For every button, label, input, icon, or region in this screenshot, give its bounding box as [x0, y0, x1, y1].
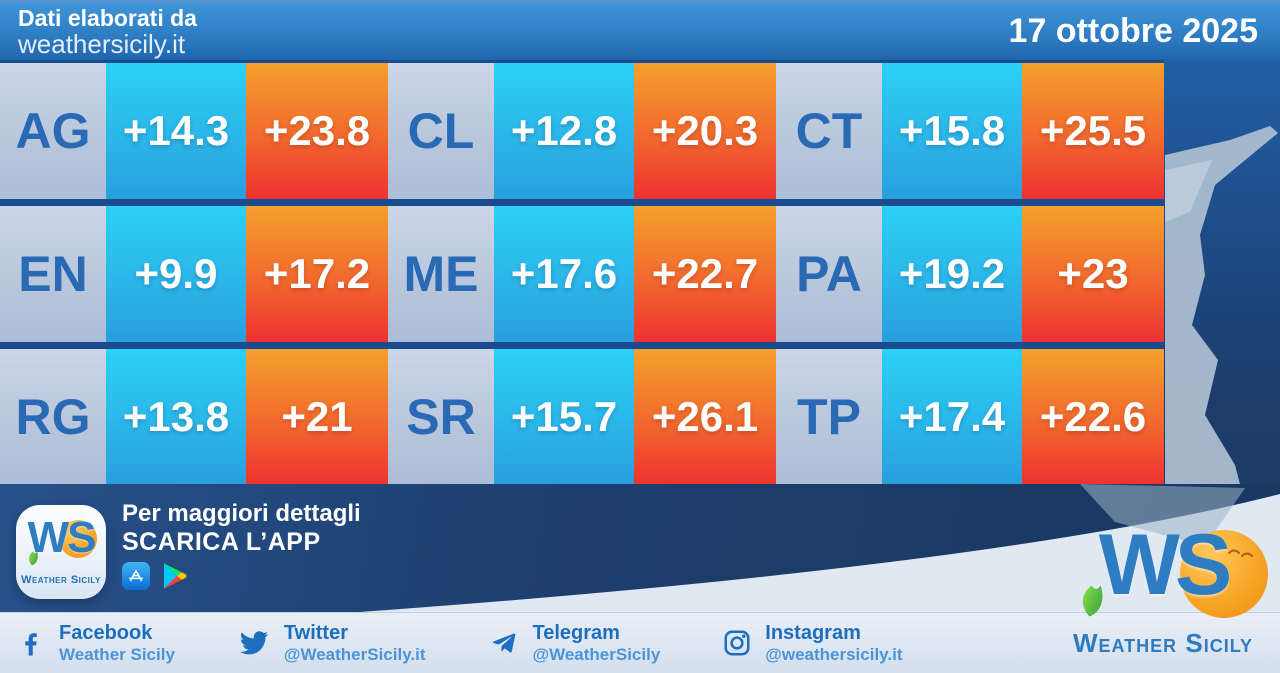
social-network-label: Twitter [283, 622, 348, 645]
max-temp-cell: +26.1 [634, 349, 776, 485]
max-temp-cell: +22.7 [634, 206, 776, 342]
credit-line1: Dati elaborati da [18, 4, 197, 31]
social-link-facebook[interactable]: Facebook Weather Sicily [16, 622, 175, 664]
min-temp-cell: +9.9 [106, 206, 246, 342]
province-cell: AG [0, 63, 106, 199]
promo-text: Per maggiori dettagli SCARICA L’APP [122, 500, 361, 557]
min-temp-cell: +13.8 [106, 349, 246, 485]
promo-line2: SCARICA L’APP [122, 528, 321, 556]
social-link-instagram[interactable]: Instagram @weathersicily.it [722, 622, 903, 664]
watermark-logo: WS Weather Sicily [1052, 517, 1274, 668]
date-title: 17 ottobre 2025 [1008, 11, 1258, 50]
instagram-icon [724, 630, 750, 656]
province-cell: EN [0, 206, 106, 342]
globe-curve-decoration [360, 484, 1280, 612]
data-credit: Dati elaborati da weathersicily.it [0, 4, 197, 60]
min-temp-cell: +17.6 [494, 206, 634, 342]
social-handle-label: Weather Sicily [59, 644, 175, 664]
app-store-icon[interactable] [122, 562, 150, 590]
min-temp-cell: +12.8 [494, 63, 634, 199]
temperature-grid: AG +14.3 +23.8 CL +12.8 +20.3 CT +15.8 +… [0, 60, 1164, 485]
leaf-icon [29, 551, 38, 566]
logo-sun-disc [59, 520, 97, 558]
max-temp-cell: +17.2 [246, 206, 388, 342]
max-temp-cell: +23 [1022, 206, 1164, 342]
social-network-label: Instagram [765, 622, 861, 645]
sicily-map-silhouette [1165, 126, 1278, 484]
promo-section: WS Weather Sicily Per maggiori dettagli … [0, 484, 1280, 612]
province-cell: SR [388, 349, 494, 485]
min-temp-cell: +17.4 [882, 349, 1022, 485]
promo-line1: Per maggiori dettagli [122, 500, 361, 527]
credit-line2: weathersicily.it [18, 29, 186, 60]
watermark-monogram: WS [1098, 517, 1233, 613]
min-temp-cell: +19.2 [882, 206, 1022, 342]
social-network-label: Telegram [532, 622, 620, 645]
social-handle-label: @WeatherSicily.it [283, 644, 426, 664]
birds-icon [1228, 549, 1253, 557]
social-link-telegram[interactable]: Telegram @WeatherSicily [488, 622, 661, 664]
logo-monogram: WS [27, 513, 97, 562]
province-cell: CT [776, 63, 882, 199]
max-temp-cell: +25.5 [1022, 63, 1164, 199]
max-temp-cell: +22.6 [1022, 349, 1164, 485]
social-network-label: Facebook [59, 622, 153, 645]
province-cell: TP [776, 349, 882, 485]
max-temp-cell: +23.8 [246, 63, 388, 199]
header-bar: Dati elaborati da weathersicily.it 17 ot… [0, 0, 1280, 60]
max-temp-cell: +20.3 [634, 63, 776, 199]
social-handle-label: @weathersicily.it [765, 644, 903, 664]
google-play-icon[interactable] [159, 561, 189, 591]
min-temp-cell: +15.8 [882, 63, 1022, 199]
facebook-icon [25, 633, 37, 656]
province-cell: RG [0, 349, 106, 485]
watermark-sun-disc [1180, 530, 1268, 618]
social-bar: Facebook Weather Sicily Twitter @Weather… [0, 612, 1280, 673]
app-logo-tile: WS Weather Sicily [16, 505, 106, 599]
store-badges [122, 561, 189, 591]
social-link-twitter[interactable]: Twitter @WeatherSicily.it [237, 622, 426, 664]
twitter-icon [239, 631, 269, 655]
leaf-icon [1082, 585, 1103, 617]
province-cell: PA [776, 206, 882, 342]
min-temp-cell: +14.3 [106, 63, 246, 199]
max-temp-cell: +21 [246, 349, 388, 485]
social-handle-label: @WeatherSicily [532, 644, 661, 664]
province-cell: ME [388, 206, 494, 342]
telegram-icon [492, 633, 515, 653]
watermark-name: Weather Sicily [1072, 628, 1254, 658]
province-cell: CL [388, 63, 494, 199]
min-temp-cell: +15.7 [494, 349, 634, 485]
logo-name: Weather Sicily [21, 574, 101, 586]
